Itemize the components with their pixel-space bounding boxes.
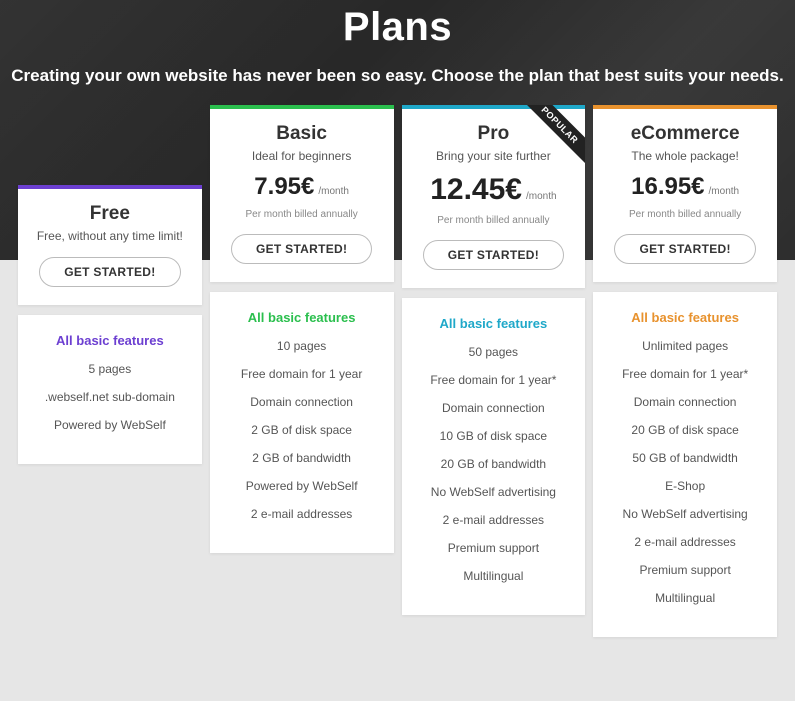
accent-bar <box>210 105 394 109</box>
feature-item: Domain connection <box>601 395 769 409</box>
billing-note: Per month billed annually <box>603 209 767 220</box>
price-row: 7.95€ /month <box>220 173 384 201</box>
plan-column-free: Free Free, without any time limit! GET STA… <box>18 105 202 464</box>
features-heading: All basic features <box>410 316 578 331</box>
feature-item: Powered by WebSelf <box>26 418 194 432</box>
plan-header-card: Free Free, without any time limit! GET STA… <box>18 185 202 305</box>
plan-name: eCommerce <box>603 123 767 145</box>
price-value: 16.95€ <box>631 173 704 201</box>
feature-item: Powered by WebSelf <box>218 479 386 493</box>
feature-item: No WebSelf advertising <box>410 485 578 499</box>
feature-item: 20 GB of bandwidth <box>410 457 578 471</box>
feature-item: 10 pages <box>218 339 386 353</box>
feature-item: Unlimited pages <box>601 339 769 353</box>
feature-item: 10 GB of disk space <box>410 429 578 443</box>
feature-item: Domain connection <box>410 401 578 415</box>
feature-item: .webself.net sub-domain <box>26 390 194 404</box>
feature-item: No WebSelf advertising <box>601 507 769 521</box>
feature-item: 2 e-mail addresses <box>410 513 578 527</box>
price-value: 7.95€ <box>254 173 314 201</box>
feature-item: 2 e-mail addresses <box>601 535 769 549</box>
plan-tagline: The whole package! <box>603 149 767 163</box>
get-started-button[interactable]: GET STARTED! <box>423 240 564 270</box>
feature-item: 20 GB of disk space <box>601 423 769 437</box>
plan-column-basic: Basic Ideal for beginners 7.95€ /month Per m… <box>210 105 394 553</box>
feature-item: 2 e-mail addresses <box>218 507 386 521</box>
plan-features-card: All basic features Unlimited pages Free do… <box>593 292 777 637</box>
feature-item: Free domain for 1 year <box>218 367 386 381</box>
plan-header-card: eCommerce The whole package! 16.95€ /month P… <box>593 105 777 282</box>
get-started-button[interactable]: GET STARTED! <box>614 234 755 264</box>
price-row: 12.45€ /month <box>412 173 576 207</box>
feature-item: Premium support <box>601 563 769 577</box>
plan-header-card: POPULARProBring your site further12.45€/… <box>402 105 586 288</box>
billing-note: Per month billed annually <box>220 209 384 220</box>
page-title: Plans <box>0 5 795 50</box>
plan-column-pro: POPULARProBring your site further12.45€/… <box>402 105 586 615</box>
get-started-button[interactable]: GET STARTED! <box>231 234 372 264</box>
plan-tagline: Free, without any time limit! <box>28 229 192 243</box>
accent-bar <box>593 105 777 109</box>
accent-bar <box>402 105 586 109</box>
plan-features-card: All basic features 10 pages Free domain fo… <box>210 292 394 553</box>
feature-item: Multilingual <box>601 591 769 605</box>
features-heading: All basic features <box>218 310 386 325</box>
price-period: /month <box>318 186 349 197</box>
feature-item: 50 pages <box>410 345 578 359</box>
billing-note: Per month billed annually <box>412 215 576 226</box>
price-period: /month <box>526 191 557 202</box>
feature-item: 2 GB of disk space <box>218 423 386 437</box>
plan-name: Free <box>28 203 192 225</box>
feature-item: 5 pages <box>26 362 194 376</box>
feature-item: Premium support <box>410 541 578 555</box>
plan-header-card: Basic Ideal for beginners 7.95€ /month Per m… <box>210 105 394 282</box>
price-row: 16.95€ /month <box>603 173 767 201</box>
plan-column-ecommerce: eCommerce The whole package! 16.95€ /month P… <box>593 105 777 637</box>
feature-item: Domain connection <box>218 395 386 409</box>
accent-bar <box>18 185 202 189</box>
feature-item: 50 GB of bandwidth <box>601 451 769 465</box>
plan-features-card: All basic features 5 pages .webself.net su… <box>18 315 202 464</box>
features-heading: All basic features <box>26 333 194 348</box>
plan-tagline: Bring your site further <box>412 149 576 163</box>
price-value: 12.45€ <box>430 173 522 207</box>
feature-item: E-Shop <box>601 479 769 493</box>
feature-item: 2 GB of bandwidth <box>218 451 386 465</box>
price-period: /month <box>709 186 740 197</box>
page-subtitle: Creating your own website has never been… <box>0 66 795 86</box>
plan-tagline: Ideal for beginners <box>220 149 384 163</box>
plans-container: Free Free, without any time limit! GET STA… <box>0 105 795 667</box>
get-started-button[interactable]: GET STARTED! <box>39 257 180 287</box>
feature-item: Free domain for 1 year* <box>601 367 769 381</box>
plan-features-card: All basic features 50 pages Free domain fo… <box>402 298 586 615</box>
feature-item: Free domain for 1 year* <box>410 373 578 387</box>
feature-item: Multilingual <box>410 569 578 583</box>
features-heading: All basic features <box>601 310 769 325</box>
plan-name: Basic <box>220 123 384 145</box>
